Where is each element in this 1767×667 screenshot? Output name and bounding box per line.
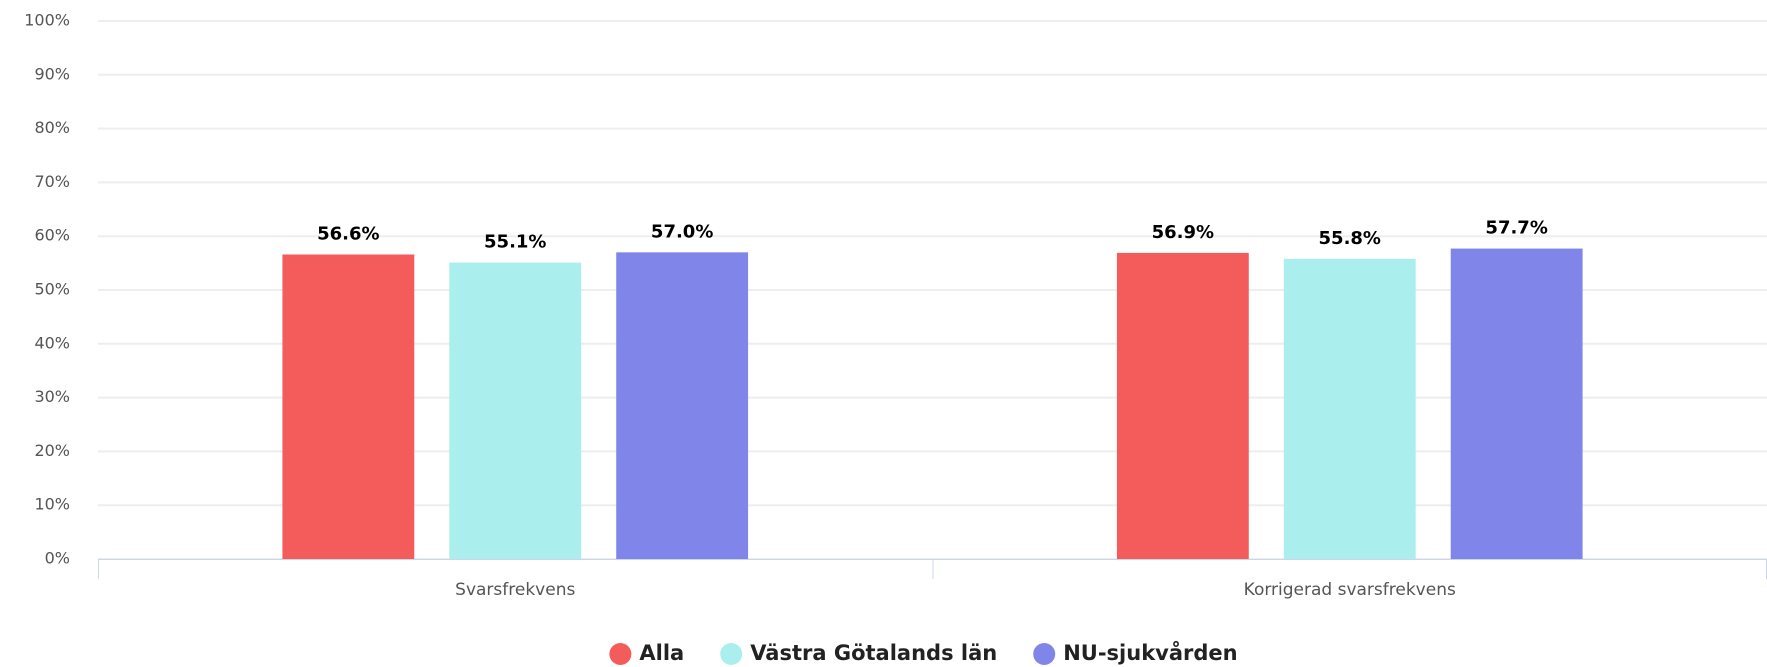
y-tick-label: 30% (34, 387, 70, 406)
value-label: 56.9% (1152, 222, 1214, 243)
y-tick-label: 40% (34, 333, 70, 352)
y-tick-label: 20% (34, 441, 70, 460)
y-tick-label: 100% (24, 11, 70, 30)
y-tick-label: 10% (34, 495, 70, 514)
bar (1116, 252, 1249, 560)
value-label: 57.0% (651, 221, 713, 242)
y-tick-label: 50% (34, 280, 70, 299)
bar (1450, 248, 1583, 559)
bar (282, 254, 415, 559)
legend-marker (1033, 643, 1056, 665)
legend-marker (609, 643, 632, 665)
bar (1283, 258, 1416, 559)
legend-label: Alla (639, 641, 684, 665)
y-tick-label: 80% (34, 118, 70, 137)
y-tick-label: 0% (45, 549, 70, 568)
value-label: 55.1% (484, 232, 546, 253)
value-label: 55.8% (1319, 228, 1381, 249)
x-tick-label: Svarsfrekvens (455, 580, 575, 600)
bar (616, 252, 749, 559)
legend-label: Västra Götalands län (750, 641, 997, 665)
value-label: 57.7% (1485, 218, 1547, 239)
legend-marker (720, 643, 743, 665)
bar (449, 262, 582, 559)
x-tick-label: Korrigerad svarsfrekvens (1244, 580, 1456, 600)
y-tick-label: 70% (34, 172, 70, 191)
legend-label: NU-sjukvården (1063, 640, 1237, 665)
y-tick-label: 90% (34, 64, 70, 83)
value-label: 56.6% (317, 223, 379, 244)
y-tick-label: 60% (34, 226, 70, 245)
